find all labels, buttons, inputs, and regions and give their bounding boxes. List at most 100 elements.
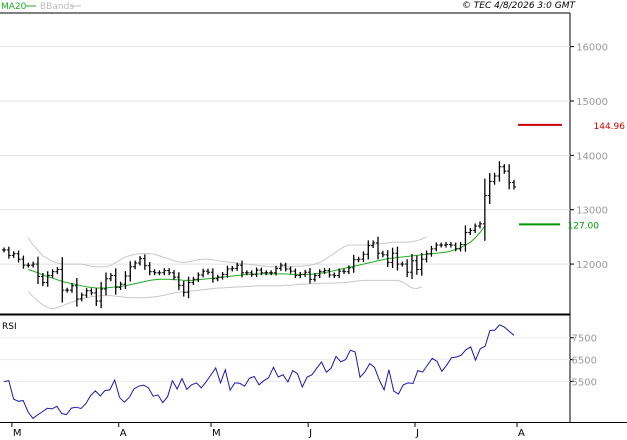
price-bar [2, 247, 6, 253]
price-bar [507, 164, 512, 190]
price-bar [434, 242, 439, 252]
rsi-path [3, 324, 515, 420]
price-bar [371, 240, 376, 249]
copyright-text: © TEC 4/8/2026 3:0 GMT [462, 1, 577, 11]
price-bar [512, 179, 516, 190]
price-bar [400, 261, 405, 267]
price-bar [283, 262, 288, 272]
price-bar [293, 268, 298, 279]
price-bar [478, 221, 482, 229]
price-bar [424, 250, 429, 263]
price-bar [254, 267, 259, 278]
x-month-label: A [518, 428, 525, 439]
price-bar [89, 288, 94, 296]
legend-ma20-label: MA20 [1, 2, 27, 12]
price-bar [458, 241, 463, 252]
x-month-label: J [415, 428, 419, 439]
price-bar [346, 265, 351, 275]
price-bar [206, 268, 210, 275]
price-bar [162, 268, 167, 276]
price-bar [264, 270, 269, 276]
price-bar [298, 271, 303, 278]
price-bar [186, 276, 191, 299]
price-bar [332, 272, 337, 278]
price-bar [118, 281, 123, 290]
price-bar [104, 272, 108, 296]
price-bar [40, 272, 45, 287]
price-bar [429, 245, 434, 257]
price-bar [16, 250, 21, 263]
price-bar [45, 271, 50, 287]
price-bar [6, 246, 11, 259]
price-bar [74, 277, 79, 307]
rsi-ytick-label: 5500 [572, 378, 597, 389]
price-bar [157, 270, 162, 276]
price-ytick-label: 13000 [576, 206, 608, 217]
price-bar [497, 161, 502, 182]
rsi-y-axis: 5500 6500 7500 [570, 334, 597, 389]
price-ytick-label: 14000 [576, 151, 608, 162]
price-bar [133, 260, 138, 270]
price-bar [249, 270, 254, 277]
price-bar [50, 269, 55, 278]
price-bar [288, 266, 293, 274]
price-bar [138, 256, 142, 266]
price-bar [79, 292, 84, 302]
price-annotations: 144.96 127.00 [518, 122, 625, 231]
price-bar [405, 259, 410, 278]
x-month-label: J [308, 428, 312, 439]
price-bar [113, 268, 118, 295]
price-bar [11, 251, 16, 258]
bb-upper-line [27, 236, 427, 268]
x-month-label: M [13, 428, 22, 439]
price-bar [274, 265, 278, 276]
price-ytick-label: 15000 [576, 97, 608, 108]
price-bar [65, 287, 70, 293]
price-bar [55, 267, 60, 275]
rsi-panel-title: RSI [2, 322, 17, 332]
price-y-axis: 12000 13000 14000 15000 16000 [570, 43, 608, 271]
price-bar [36, 256, 40, 285]
price-bar [128, 261, 133, 282]
price-bars [2, 161, 516, 309]
price-bar [312, 273, 317, 282]
price-bar [337, 268, 342, 279]
price-bar [342, 268, 346, 275]
price-bar [361, 251, 366, 263]
price-bar [419, 252, 424, 276]
price-bar [303, 269, 308, 277]
price-bar [278, 262, 283, 271]
price-bar [376, 236, 380, 260]
price-bar [26, 262, 31, 268]
price-bar [191, 276, 196, 286]
legend-bbands-label: BBands [40, 2, 74, 12]
price-bar [167, 268, 172, 276]
price-bar [21, 255, 26, 269]
price-bar [196, 272, 201, 282]
price-bar [84, 288, 89, 298]
price-bar [439, 242, 444, 248]
price-bar [473, 223, 478, 233]
header-legend: MA20 BBands [1, 2, 81, 12]
x-month-label: A [120, 428, 127, 439]
price-ytick-label: 12000 [576, 260, 608, 271]
price-bar [94, 287, 99, 306]
price-bar [142, 254, 147, 270]
rsi-ytick-label: 6500 [572, 356, 597, 367]
price-bar [123, 271, 128, 290]
annotation-label: 144.96 [594, 122, 626, 132]
x-month-label: M [212, 428, 221, 439]
price-bar [220, 271, 225, 280]
price-bar [414, 255, 419, 275]
price-bar [390, 247, 395, 268]
price-bar [453, 242, 458, 252]
price-bar [259, 267, 264, 276]
price-ytick-label: 16000 [576, 43, 608, 54]
price-bar [448, 242, 453, 248]
price-bar [487, 172, 492, 205]
rsi-ytick-label: 7500 [572, 334, 597, 345]
price-bar [380, 250, 385, 258]
rsi-gridlines [0, 337, 570, 383]
price-bar [492, 172, 497, 185]
